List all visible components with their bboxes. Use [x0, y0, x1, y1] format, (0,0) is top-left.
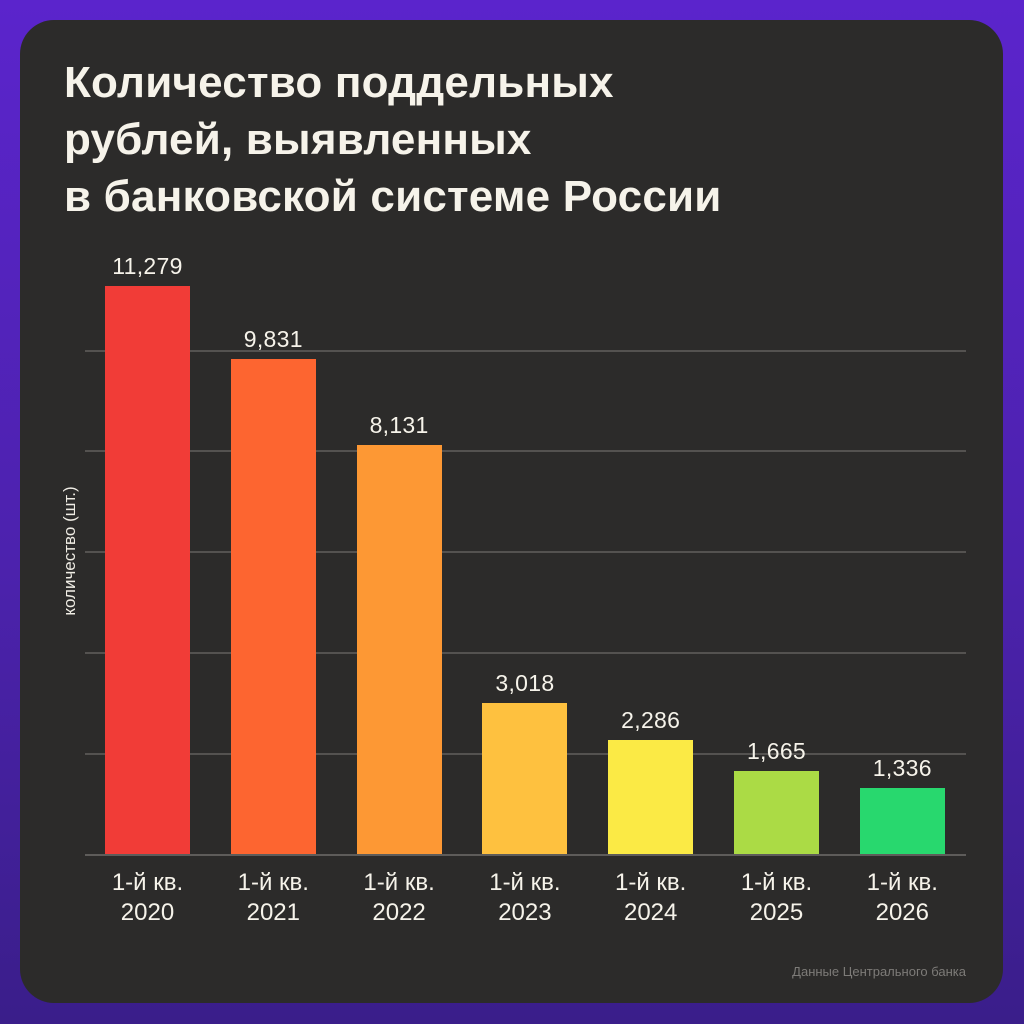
- gridline: [85, 652, 966, 655]
- bar: [734, 771, 819, 855]
- bar-value-label: 8,131: [369, 411, 429, 438]
- bar: [230, 359, 316, 855]
- x-axis-category-label: 1-й кв. 2023: [450, 868, 600, 928]
- x-axis-category-label: 1-й кв. 2021: [198, 868, 348, 928]
- x-axis-category-label: 1-й кв. 2020: [73, 868, 223, 928]
- chart-card: Количество поддельных рублей, выявленных…: [20, 20, 1003, 1003]
- bar-value-label: 3,018: [495, 669, 555, 696]
- bar: [859, 787, 945, 855]
- bar: [482, 702, 568, 855]
- category-quarter: 1-й кв.: [489, 869, 561, 896]
- y-axis-label: количество (шт.): [60, 486, 79, 616]
- bar: [356, 444, 442, 855]
- category-year: 2023: [498, 899, 552, 926]
- category-year: 2026: [875, 899, 929, 926]
- category-year: 2021: [246, 899, 300, 926]
- bar-value-label: 1,336: [872, 754, 932, 781]
- category-year: 2024: [623, 899, 678, 926]
- bar-value-label: 11,279: [112, 253, 183, 279]
- category-year: 2020: [120, 899, 175, 926]
- x-axis-baseline: [85, 854, 966, 856]
- bar: [105, 286, 190, 855]
- category-quarter: 1-й кв.: [740, 869, 813, 896]
- chart-title-line-3: в банковской системе России: [64, 172, 722, 221]
- chart-title: Количество поддельных рублей, выявленных…: [64, 54, 964, 225]
- category-year: 2025: [749, 899, 804, 926]
- chart-title-line-1: Количество поддельных: [64, 58, 614, 107]
- category-quarter: 1-й кв.: [237, 869, 309, 896]
- source-note: Данные Центрального банка: [792, 964, 966, 979]
- x-axis-category-label: 1-й кв. 2025: [702, 868, 852, 928]
- bar-value-label: 2,286: [621, 706, 681, 733]
- bar-value-label: 9,831: [243, 326, 303, 353]
- category-year: 2022: [372, 899, 426, 926]
- category-quarter: 1-й кв.: [615, 869, 687, 896]
- x-axis-category-label: 1-й кв. 2022: [324, 868, 474, 928]
- plot-area: 11,279 1-й кв. 2020 9,831 1-й кв. 2021 8,131 1-…: [20, 20, 1003, 1003]
- bar-value-label: 1,665: [746, 738, 807, 764]
- gridline: [85, 551, 966, 554]
- chart-title-line-2: рублей, выявленных: [64, 115, 532, 164]
- category-quarter: 1-й кв.: [363, 869, 435, 896]
- bar: [608, 739, 694, 855]
- category-quarter: 1-й кв.: [866, 869, 938, 896]
- category-quarter: 1-й кв.: [111, 869, 184, 896]
- x-axis-category-label: 1-й кв. 2024: [576, 868, 726, 928]
- x-axis-category-label: 1-й кв. 2026: [827, 868, 977, 928]
- gridline: [85, 450, 966, 453]
- gridline: [85, 349, 966, 352]
